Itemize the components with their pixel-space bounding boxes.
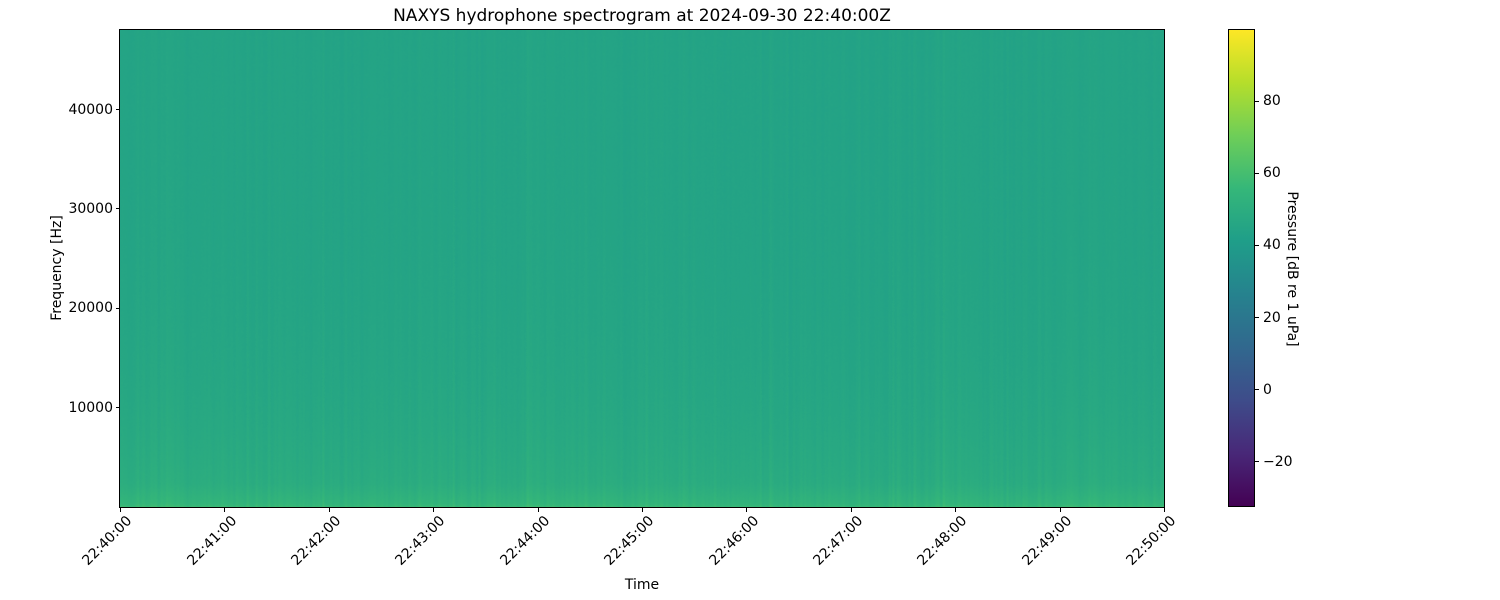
x-tick-mark [433,508,435,512]
y-tick-mark [116,307,120,309]
x-tick-mark [1164,508,1165,512]
x-tick-label: 22:48:00 [914,513,971,569]
x-tick-label: 22:44:00 [497,513,553,569]
x-axis-label: Time [624,577,660,593]
x-tick-mark [328,508,330,512]
colorbar-tick-label: 80 [1263,93,1281,110]
colorbar-tick-mark [1255,317,1259,319]
y-tick-label: 30000 [68,200,113,217]
x-tick-label: 22:41:00 [183,513,240,569]
x-tick-label: 22:47:00 [810,513,867,569]
x-tick-mark [955,508,957,512]
y-tick-mark [116,208,120,210]
spectrogram-image [120,30,1164,507]
y-tick-label: 20000 [68,300,113,317]
x-tick-label: 22:49:00 [1019,513,1075,569]
colorbar-tick-mark [1255,244,1259,246]
y-tick-mark [116,407,120,409]
colorbar-tick-label: 0 [1263,381,1272,398]
chart-title: NAXYS hydrophone spectrogram at 2024-09-… [393,6,891,26]
y-tick-mark [116,109,120,110]
x-tick-mark [120,508,121,512]
colorbar-tick-label: 20 [1263,309,1281,326]
y-tick-label: 40000 [68,101,113,118]
plot-area [119,29,1165,508]
colorbar-tick-mark [1255,389,1259,391]
x-tick-label: 22:46:00 [705,513,762,569]
x-tick-mark [642,508,643,512]
colorbar-tick-label: 40 [1263,237,1281,254]
x-tick-mark [850,508,852,512]
colorbar-tick-label: 60 [1263,165,1281,182]
y-tick-label: 10000 [68,399,113,416]
x-tick-label: 22:42:00 [288,513,345,569]
colorbar-tick-mark [1255,172,1259,174]
x-tick-label: 22:45:00 [601,513,658,569]
colorbar-tick-mark [1255,100,1259,102]
colorbar-tick-mark [1255,461,1259,463]
colorbar [1228,29,1255,507]
x-tick-mark [537,508,539,512]
x-tick-mark [746,508,748,512]
x-tick-label: 22:50:00 [1123,513,1180,569]
x-tick-mark [1059,508,1061,512]
x-tick-label: 22:40:00 [79,513,136,569]
x-tick-label: 22:43:00 [392,513,449,569]
x-tick-mark [224,508,226,512]
colorbar-label: Pressure [dB re 1 uPa] [1284,191,1300,347]
colorbar-tick-label: −20 [1263,453,1293,470]
